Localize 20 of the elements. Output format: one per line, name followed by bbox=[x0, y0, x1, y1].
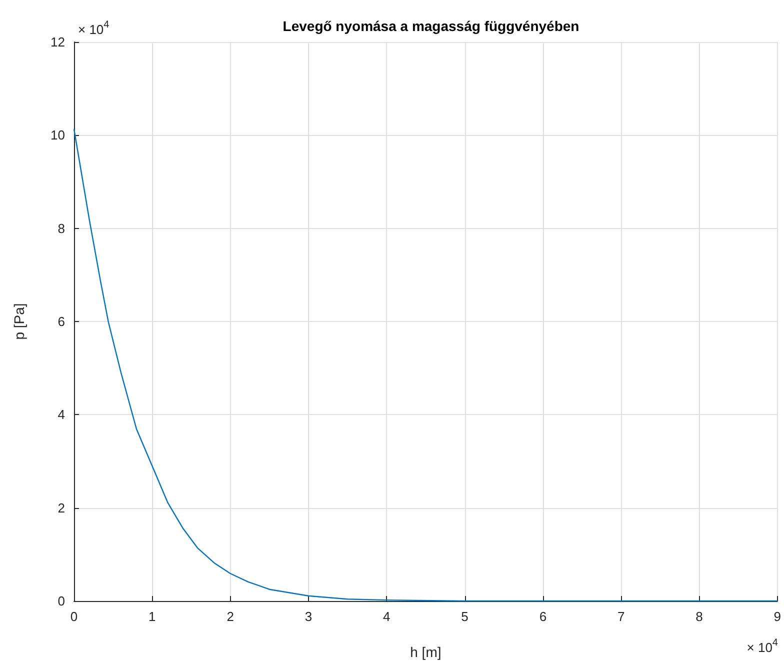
x-axis-title: h [m] bbox=[410, 644, 442, 660]
y-tick-label: 12 bbox=[50, 34, 65, 50]
y-tick-label: 4 bbox=[58, 407, 65, 422]
x-tick-label: 9 bbox=[774, 609, 781, 624]
x-tick-label: 7 bbox=[617, 609, 625, 624]
x-tick-label: 2 bbox=[226, 609, 234, 624]
y-tick-label: 2 bbox=[58, 500, 65, 516]
x-tick-label: 1 bbox=[148, 609, 156, 624]
x-tick-label: 8 bbox=[696, 609, 703, 624]
x-tick-label: 3 bbox=[304, 609, 312, 624]
chart-title: Levegő nyomása a magasság függvényében bbox=[282, 18, 580, 34]
y-tick-label: 0 bbox=[58, 594, 65, 608]
x-tick-label: 6 bbox=[539, 609, 547, 624]
x-tick-label: 4 bbox=[383, 609, 390, 624]
y-tick-label: 10 bbox=[50, 128, 65, 143]
y-axis-title: p [Pa] bbox=[11, 303, 27, 340]
x-tick-label: 0 bbox=[70, 609, 78, 624]
x-tick-label: 5 bbox=[461, 609, 468, 624]
y-tick-label: 6 bbox=[58, 314, 65, 329]
y-tick-label: 8 bbox=[58, 220, 65, 236]
